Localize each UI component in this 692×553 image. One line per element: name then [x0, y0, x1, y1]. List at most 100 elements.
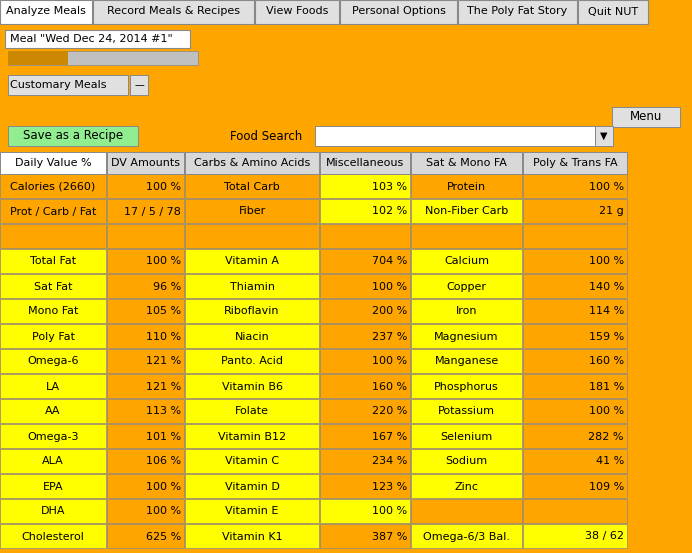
Text: Sodium: Sodium	[446, 456, 488, 467]
Text: 200 %: 200 %	[372, 306, 407, 316]
Text: View Foods: View Foods	[266, 7, 328, 17]
Text: Manganese: Manganese	[435, 357, 499, 367]
FancyBboxPatch shape	[107, 299, 184, 323]
FancyBboxPatch shape	[320, 299, 410, 323]
FancyBboxPatch shape	[0, 299, 106, 323]
FancyBboxPatch shape	[107, 249, 184, 273]
FancyBboxPatch shape	[107, 152, 184, 174]
Text: 100 %: 100 %	[589, 257, 624, 267]
Text: Omega-6: Omega-6	[27, 357, 79, 367]
Text: Protein: Protein	[447, 181, 486, 191]
Text: 387 %: 387 %	[372, 531, 407, 541]
FancyBboxPatch shape	[0, 324, 106, 348]
Text: 160 %: 160 %	[372, 382, 407, 392]
FancyBboxPatch shape	[107, 374, 184, 398]
Text: DHA: DHA	[41, 507, 65, 517]
FancyBboxPatch shape	[523, 374, 627, 398]
Text: 105 %: 105 %	[146, 306, 181, 316]
Text: Calcium: Calcium	[444, 257, 489, 267]
Text: Poly & Trans FA: Poly & Trans FA	[533, 158, 617, 168]
Text: 160 %: 160 %	[589, 357, 624, 367]
FancyBboxPatch shape	[185, 199, 319, 223]
FancyBboxPatch shape	[185, 374, 319, 398]
FancyBboxPatch shape	[8, 75, 128, 95]
FancyBboxPatch shape	[0, 499, 106, 523]
Text: 100 %: 100 %	[372, 357, 407, 367]
FancyBboxPatch shape	[340, 0, 457, 24]
FancyBboxPatch shape	[0, 249, 106, 273]
FancyBboxPatch shape	[523, 324, 627, 348]
FancyBboxPatch shape	[0, 399, 106, 423]
Text: 282 %: 282 %	[588, 431, 624, 441]
FancyBboxPatch shape	[107, 224, 184, 248]
FancyBboxPatch shape	[0, 424, 106, 448]
Text: Mono Fat: Mono Fat	[28, 306, 78, 316]
Text: Niacin: Niacin	[235, 331, 269, 342]
Text: Customary Meals: Customary Meals	[10, 80, 107, 90]
Text: 17 / 5 / 78: 17 / 5 / 78	[124, 206, 181, 217]
FancyBboxPatch shape	[320, 324, 410, 348]
FancyBboxPatch shape	[320, 399, 410, 423]
Text: Non-Fiber Carb: Non-Fiber Carb	[425, 206, 508, 217]
FancyBboxPatch shape	[523, 474, 627, 498]
Text: 113 %: 113 %	[146, 406, 181, 416]
Text: Food Search: Food Search	[230, 129, 302, 143]
Text: 625 %: 625 %	[146, 531, 181, 541]
Text: ALA: ALA	[42, 456, 64, 467]
FancyBboxPatch shape	[320, 524, 410, 548]
FancyBboxPatch shape	[523, 349, 627, 373]
FancyBboxPatch shape	[595, 126, 613, 146]
Text: 167 %: 167 %	[372, 431, 407, 441]
FancyBboxPatch shape	[107, 449, 184, 473]
Text: 220 %: 220 %	[372, 406, 407, 416]
FancyBboxPatch shape	[8, 126, 138, 146]
Text: Copper: Copper	[446, 281, 486, 291]
FancyBboxPatch shape	[185, 324, 319, 348]
Text: 106 %: 106 %	[146, 456, 181, 467]
FancyBboxPatch shape	[411, 152, 522, 174]
FancyBboxPatch shape	[185, 152, 319, 174]
FancyBboxPatch shape	[458, 0, 577, 24]
FancyBboxPatch shape	[0, 474, 106, 498]
Text: Vitamin B6: Vitamin B6	[221, 382, 282, 392]
Text: Cholesterol: Cholesterol	[21, 531, 84, 541]
FancyBboxPatch shape	[0, 524, 106, 548]
Text: 103 %: 103 %	[372, 181, 407, 191]
Text: 237 %: 237 %	[372, 331, 407, 342]
FancyBboxPatch shape	[8, 51, 68, 65]
FancyBboxPatch shape	[107, 199, 184, 223]
Text: Fiber: Fiber	[238, 206, 266, 217]
FancyBboxPatch shape	[320, 199, 410, 223]
Text: Folate: Folate	[235, 406, 269, 416]
Text: Miscellaneous: Miscellaneous	[326, 158, 404, 168]
Text: 100 %: 100 %	[372, 281, 407, 291]
FancyBboxPatch shape	[320, 249, 410, 273]
FancyBboxPatch shape	[523, 299, 627, 323]
Text: 109 %: 109 %	[589, 482, 624, 492]
FancyBboxPatch shape	[411, 299, 522, 323]
FancyBboxPatch shape	[185, 424, 319, 448]
FancyBboxPatch shape	[320, 449, 410, 473]
FancyBboxPatch shape	[320, 174, 410, 198]
Text: 100 %: 100 %	[372, 507, 407, 517]
FancyBboxPatch shape	[107, 499, 184, 523]
FancyBboxPatch shape	[612, 107, 680, 127]
FancyBboxPatch shape	[320, 424, 410, 448]
Text: The Poly Fat Story: The Poly Fat Story	[467, 7, 567, 17]
Text: Carbs & Amino Acids: Carbs & Amino Acids	[194, 158, 310, 168]
FancyBboxPatch shape	[185, 274, 319, 298]
FancyBboxPatch shape	[523, 449, 627, 473]
Text: 121 %: 121 %	[146, 357, 181, 367]
Text: —: —	[134, 80, 144, 90]
Text: 21 g: 21 g	[599, 206, 624, 217]
FancyBboxPatch shape	[0, 0, 92, 24]
FancyBboxPatch shape	[0, 274, 106, 298]
Text: Prot / Carb / Fat: Prot / Carb / Fat	[10, 206, 96, 217]
FancyBboxPatch shape	[0, 349, 106, 373]
FancyBboxPatch shape	[107, 349, 184, 373]
FancyBboxPatch shape	[523, 199, 627, 223]
FancyBboxPatch shape	[411, 474, 522, 498]
FancyBboxPatch shape	[411, 199, 522, 223]
Text: EPA: EPA	[43, 482, 63, 492]
FancyBboxPatch shape	[185, 524, 319, 548]
